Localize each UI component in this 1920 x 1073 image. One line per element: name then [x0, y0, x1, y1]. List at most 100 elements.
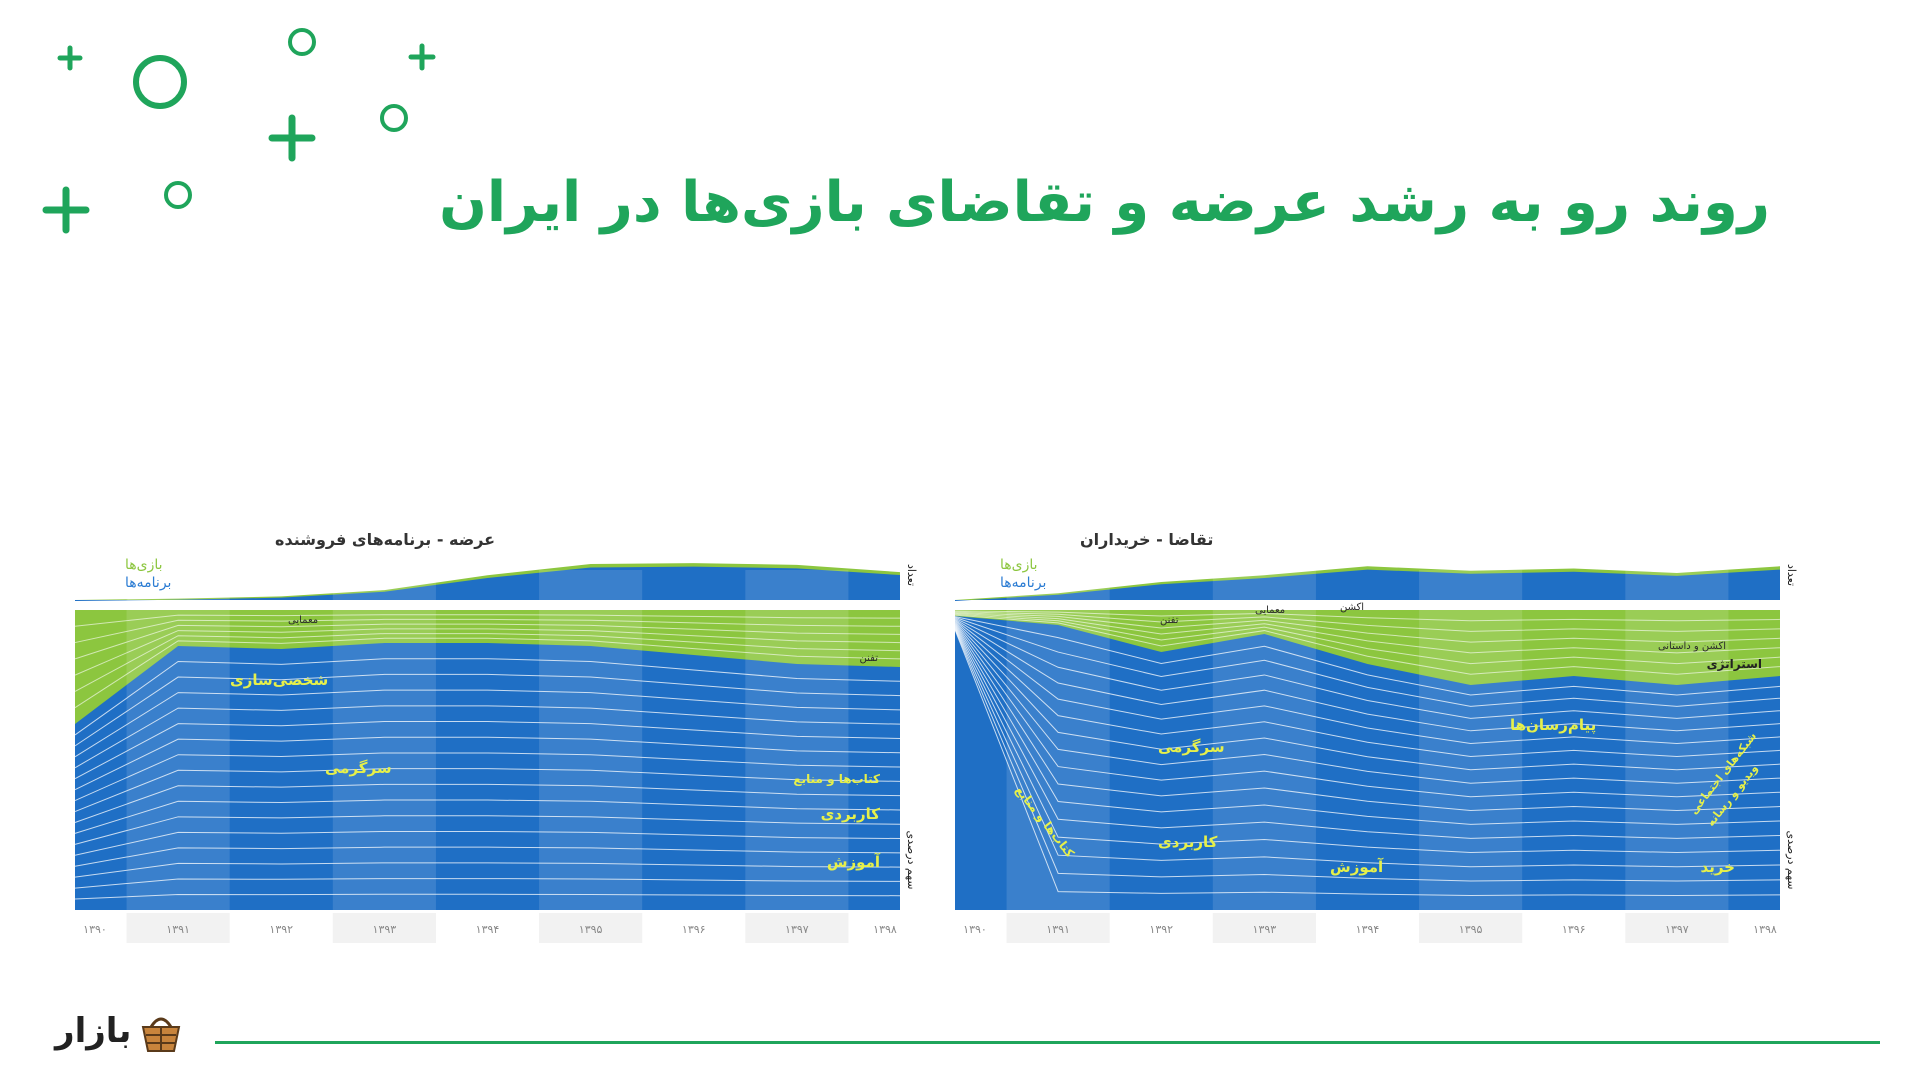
category-label: کتاب‌ها و منابع [793, 772, 880, 787]
layer-line [74, 623, 901, 660]
tick-band [126, 913, 230, 943]
layer-line [954, 620, 1781, 758]
category-label: آموزش [1330, 858, 1384, 876]
category-label: سرگرمی [325, 759, 392, 777]
highlight-band [332, 570, 436, 910]
layer-line [954, 611, 1781, 632]
layer-line [74, 618, 901, 644]
circle-icon [133, 55, 187, 109]
tick-band [1419, 913, 1523, 943]
layer-line [954, 626, 1781, 854]
x-tick-label: ۱۳۹۲ [1149, 923, 1173, 936]
layer-line [954, 612, 1781, 654]
legend-games: بازی‌ها [1000, 557, 1038, 573]
layer-line [74, 633, 901, 692]
circle-icon [380, 104, 408, 132]
circle-icon [288, 28, 316, 56]
layer-line [74, 799, 901, 834]
chart-lines [74, 570, 901, 910]
layer-line [954, 622, 1781, 784]
layer-line [74, 637, 901, 709]
tick-band [1625, 913, 1729, 943]
layer-line [74, 689, 901, 758]
logo-text: بازار [55, 1011, 132, 1051]
category-label: معمایی [1255, 605, 1285, 616]
bottom-area [75, 610, 900, 910]
apps-count-area [955, 569, 1780, 601]
layer-line [954, 612, 1781, 643]
tick-band [539, 913, 643, 943]
category-label: شخصی‌سازی [230, 671, 328, 689]
top-axis-label: تعداد [1785, 564, 1798, 586]
layer-line [954, 624, 1781, 825]
x-tick-label: ۱۳۹۵ [1459, 923, 1483, 936]
footer-divider [215, 1041, 1880, 1044]
tick-band [1212, 913, 1316, 943]
x-tick-label: ۱۳۹۴ [476, 923, 500, 936]
x-tick-labels: ۱۳۹۰ ۱۳۹۱ ۱۳۹۲ ۱۳۹۳ ۱۳۹۴ ۱۳۹۵ ۱۳۹۶ ۱۳۹۷ ۱۳۹۸ [963, 923, 1777, 936]
layer-line [74, 830, 901, 856]
layer-line [74, 846, 901, 867]
layer-line [954, 629, 1781, 896]
circle-icon [164, 181, 192, 209]
layer-line [954, 610, 1781, 622]
plus-icon [42, 186, 90, 234]
bazaar-logo[interactable]: بازار [55, 1003, 185, 1059]
layer-line [74, 658, 901, 736]
layer-line [74, 783, 901, 823]
supply-chart: ۱۳۹۰ ۱۳۹۱ ۱۳۹۲ ۱۳۹۳ ۱۳۹۴ ۱۳۹۵ ۱۳۹۶ ۱۳۹۷ ۱۳۹۸ عرض… [74, 530, 918, 943]
x-tick-label: ۱۳۹۸ [873, 923, 897, 936]
chart-title: عرضه - برنامه‌های فروشنده [275, 530, 495, 549]
apps-count-area [75, 566, 900, 601]
layer-line [74, 736, 901, 791]
x-tick-label: ۱۳۹۱ [1046, 923, 1070, 936]
top-area [75, 563, 900, 601]
bottom-axis-label: سهم درصدی [905, 830, 918, 889]
highlight-band [745, 570, 849, 910]
bottom-axis-label: سهم درصدی [1785, 830, 1798, 889]
x-tick-label: ۱۳۹۴ [1356, 923, 1380, 936]
layer-line [954, 613, 1781, 665]
x-tick-label: ۱۳۹۳ [373, 923, 397, 936]
layer-line [954, 628, 1781, 882]
category-label: معمایی [288, 615, 318, 626]
category-label: پیام‌رسان‌ها [1510, 716, 1596, 735]
layer-line [74, 815, 901, 845]
legend-apps: برنامه‌ها [125, 575, 171, 591]
x-tick-label: ۱۳۹۱ [166, 923, 190, 936]
x-tick-label: ۱۳۹۵ [579, 923, 603, 936]
chart-bands [126, 913, 849, 943]
layer-line [954, 625, 1781, 839]
legend-games: بازی‌ها [125, 557, 163, 573]
layer-line [954, 616, 1781, 696]
layer-line [74, 705, 901, 769]
decorative-shapes [42, 28, 436, 234]
layer-line [954, 621, 1781, 771]
top-axis-label: تعداد [905, 564, 918, 586]
chart-lines [954, 570, 1781, 910]
category-label: تفنن [1160, 615, 1179, 626]
x-tick-label: ۱۳۹۷ [1665, 923, 1689, 936]
layer-line [954, 618, 1781, 732]
highlight-band [1625, 570, 1729, 910]
plus-icon [57, 45, 83, 71]
plus-icon [408, 43, 436, 71]
x-tick-label: ۱۳۹۳ [1253, 923, 1277, 936]
x-tick-label: ۱۳۹۶ [1562, 923, 1586, 936]
category-label: کاربردی [821, 805, 881, 823]
layer-line [74, 628, 901, 676]
category-label: اکشن [1340, 602, 1364, 613]
layer-line [954, 616, 1781, 707]
layer-line [954, 627, 1781, 868]
category-label: تفنن [860, 653, 879, 664]
category-label: استراتژی [1707, 657, 1762, 671]
x-tick-label: ۱۳۹۸ [1753, 923, 1777, 936]
layer-line [954, 623, 1781, 798]
x-tick-label: ۱۳۹۰ [83, 923, 107, 936]
layer-line [74, 673, 901, 747]
layer-line [74, 752, 901, 802]
category-label: اکشن و داستانی [1658, 641, 1726, 652]
x-tick-label: ۱۳۹۷ [785, 923, 809, 936]
layer-line [74, 614, 901, 627]
layer-line [74, 768, 901, 812]
